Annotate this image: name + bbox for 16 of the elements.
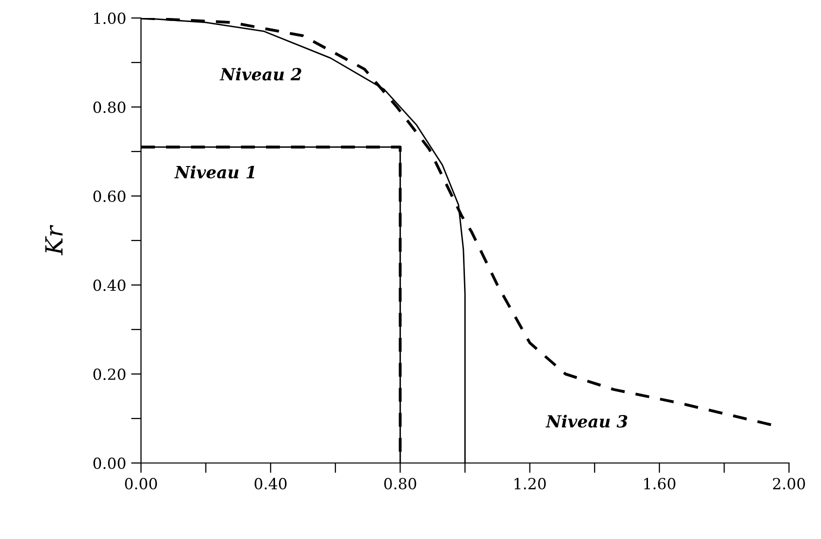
x-tick-label: 1.20 bbox=[514, 478, 546, 490]
x-tick-label: 2.00 bbox=[773, 478, 805, 490]
annotation: Niveau 3 bbox=[546, 414, 628, 428]
y-axis-title: Kr bbox=[45, 224, 62, 256]
annotation: Niveau 1 bbox=[174, 166, 254, 178]
x-tick-label: 0.40 bbox=[254, 478, 287, 490]
y-tick-label: 0.60 bbox=[93, 190, 126, 202]
x-tick-label: 1.60 bbox=[644, 478, 676, 490]
annotation: Niveau 2 bbox=[220, 68, 302, 81]
y-tick-label: 0.20 bbox=[93, 368, 126, 380]
x-tick-label: 0.80 bbox=[384, 478, 416, 490]
y-tick-label: 0.40 bbox=[93, 279, 126, 292]
y-tick-label: 0.00 bbox=[93, 457, 126, 470]
y-tick-label: 1.00 bbox=[94, 12, 126, 24]
y-tick-label: 0.80 bbox=[93, 101, 126, 114]
x-tick-label: 0.00 bbox=[125, 478, 157, 490]
